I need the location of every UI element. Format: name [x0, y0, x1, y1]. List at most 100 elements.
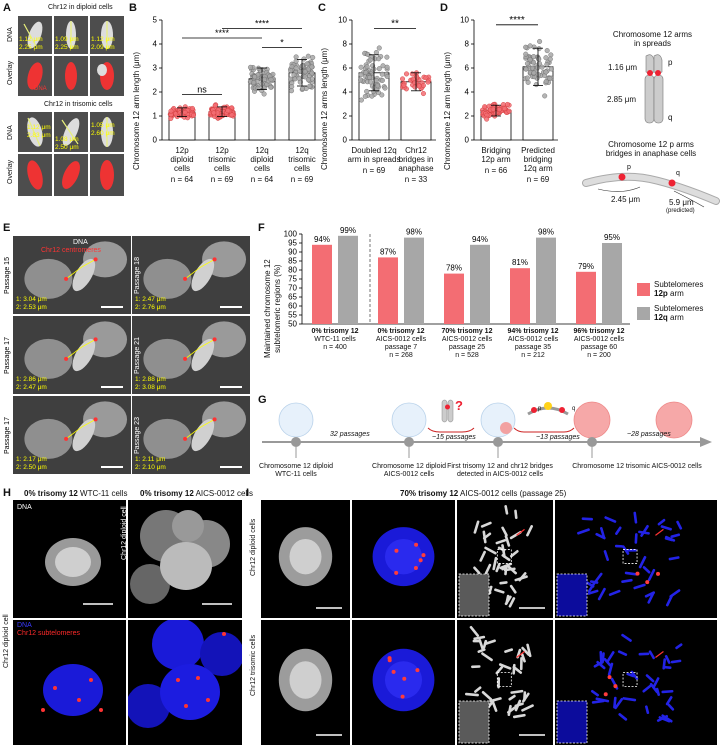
data-point	[484, 116, 490, 122]
f-bar-label: 87%	[380, 247, 396, 256]
f-xlabel-line3: passage 7	[384, 344, 418, 351]
i-chromosome	[484, 639, 496, 646]
panel-letter-h: H	[3, 487, 11, 499]
c-ylabel: Chromosome 12 arms length (μm)	[320, 48, 329, 170]
a-row-overlay-2: Overlay	[7, 159, 14, 184]
f-bar-label: 94%	[314, 235, 330, 244]
a-trisomic-overlay-3	[90, 154, 124, 196]
a-meas-d2: 1.09 μm 2.25 μm	[55, 36, 79, 52]
i-chromosome	[581, 517, 594, 521]
a-dna-tag: DNA	[34, 86, 47, 92]
data-point	[548, 52, 554, 58]
i-chromosome	[492, 556, 498, 571]
i-image-0-1	[372, 527, 435, 587]
e-meas-2: 2: 2.47 μm	[16, 384, 47, 391]
e-chromatin	[72, 258, 96, 292]
e-dna-tag: DNA	[73, 239, 88, 246]
i-chromosome	[661, 689, 674, 694]
data-point	[530, 59, 536, 65]
i-chromosome	[621, 633, 632, 642]
data-point	[252, 74, 258, 80]
f-xlabel-line3: passage 60	[580, 344, 618, 351]
data-point	[537, 38, 543, 44]
data-point	[367, 57, 373, 63]
data-point	[168, 108, 174, 114]
data-point	[368, 79, 374, 85]
f-xlabel-n: n = 528	[455, 352, 479, 359]
i-chromosome	[604, 516, 617, 523]
data-point	[536, 72, 542, 78]
g-q: q	[572, 406, 576, 412]
data-point	[547, 56, 553, 62]
f-xlabel-3: 94% trisomy 12 AICS-0012 cells passage 35 n…	[498, 328, 568, 360]
y-tick-label: 3	[153, 64, 158, 73]
f-legend-p1: 12p	[654, 289, 668, 298]
a-title-trisomic: Chr12 in trisomic cells	[44, 101, 113, 108]
f-y-tick-label: 100	[284, 230, 298, 239]
i-chromosome	[593, 572, 603, 584]
i-chromosome	[514, 699, 522, 712]
i-chromosome	[607, 662, 614, 676]
a-meas-d1: 1.12 μm 2.25 μm	[19, 36, 43, 52]
i-chromosome	[645, 674, 655, 683]
data-point	[379, 77, 385, 83]
i-chromosome	[479, 550, 486, 562]
data-point	[496, 107, 502, 113]
a-meas-t1a: 1.12 μm	[27, 124, 51, 131]
data-point	[305, 77, 311, 83]
data-point	[367, 75, 373, 81]
d-chart: 0 2 4 6 8 10 ****	[460, 15, 558, 145]
f-xlabel-n: n = 400	[323, 344, 347, 351]
a-meas-t2: 1.08 μm 2.50 μm	[55, 136, 79, 152]
i-chromosome	[621, 578, 633, 583]
i-subtelomere-dot	[394, 570, 399, 575]
data-point	[384, 54, 390, 60]
i-subtelomere-dot	[402, 676, 407, 681]
f-legend-swatch-p	[637, 282, 650, 296]
i-chromosome	[657, 518, 666, 526]
b-xlabel-3: 12q trisomic cells	[288, 146, 316, 173]
i-chromosome	[662, 665, 672, 670]
data-point	[309, 70, 315, 76]
i-chromosome	[642, 566, 651, 574]
panel-letter-e: E	[3, 222, 11, 234]
e-chromatin	[191, 338, 215, 372]
e-chromatin	[191, 418, 215, 452]
i-chromosome	[647, 568, 656, 582]
e-trace	[65, 419, 96, 440]
g-node-label-4: Chromosome 12 trisomic AICS-0012 cells	[572, 463, 702, 470]
f-legend-q: Subtelomeres 12q arm	[637, 304, 703, 322]
a-diploid-dna-2	[54, 16, 88, 54]
f-bar	[444, 273, 464, 324]
f-bar	[312, 244, 332, 324]
d-n-0: n = 66	[484, 166, 508, 175]
f-y-tick-label: 90	[288, 248, 297, 257]
e-trace	[184, 259, 215, 280]
i-image-0-2	[458, 505, 545, 617]
f-legend-swatch-q	[637, 306, 650, 320]
i-subtelomere-dot	[413, 565, 418, 570]
data-point	[305, 53, 311, 59]
e-centromere	[93, 257, 98, 262]
a-meas-d3: 1.12 μm 2.09 μm	[91, 36, 115, 52]
e-centromere	[212, 417, 217, 422]
data-point	[225, 108, 231, 114]
f-bar-label: 81%	[512, 258, 528, 267]
f-xlabel-line2: AICS-0012 cells	[375, 336, 427, 343]
d-bridge-diagram	[582, 172, 720, 208]
i-subtelomere-dot	[607, 675, 612, 680]
data-point	[189, 105, 195, 111]
data-point	[268, 84, 274, 90]
i-chromosome	[618, 713, 628, 721]
f-bar	[404, 237, 424, 324]
e-image-2	[24, 321, 128, 379]
f-y-tick-label: 65	[288, 293, 297, 302]
d-bridge-p: p	[627, 164, 631, 171]
a-meas-d3a: 1.12 μm	[91, 36, 115, 43]
data-point	[369, 93, 375, 99]
data-point	[304, 61, 310, 67]
f-bars: 94% 99% 87% 98% 78% 94% 81% 98% 79% 95%	[312, 226, 622, 324]
data-point	[190, 112, 196, 118]
data-point	[524, 75, 530, 81]
data-point	[416, 83, 422, 89]
